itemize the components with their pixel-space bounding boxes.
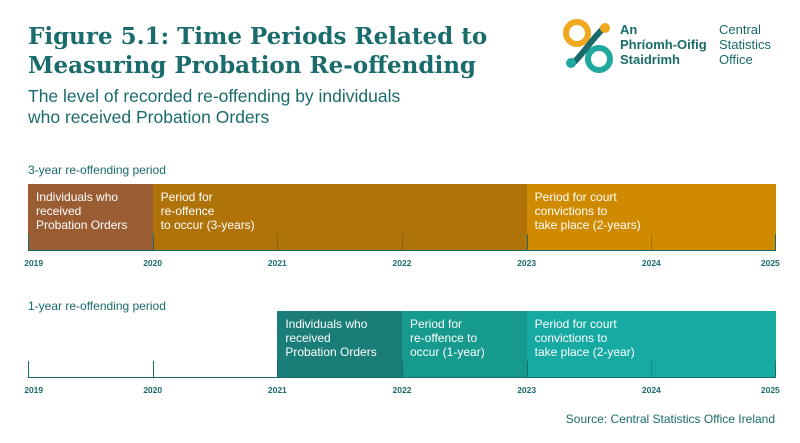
axis-year-label: 2019 (24, 258, 44, 268)
segment-text-line: Probation Orders (36, 218, 128, 232)
axis-year-label: 2023 (517, 258, 537, 268)
figure-subtitle: The level of recorded re-offending by in… (28, 86, 448, 128)
axis-year-label: 2025 (760, 385, 780, 395)
segment-text-line: convictions to (534, 331, 608, 345)
axis-tick (651, 361, 653, 377)
axis-year-label: 2020 (143, 258, 163, 268)
one-year-axis-line (28, 377, 776, 378)
one-year-segment-probation-orders: Individuals who received Probation Order… (277, 311, 402, 377)
subtitle-line-2: who received Probation Orders (28, 107, 270, 127)
axis-tick (651, 234, 653, 250)
axis-year-label: 2023 (517, 385, 537, 395)
logo-english-text: Central Statistics Office (719, 22, 771, 67)
axis-tick (402, 234, 403, 250)
axis-year-label: 2025 (760, 258, 780, 268)
title-line-2: Measuring Probation Re-offending (28, 52, 476, 79)
title-line-1: Figure 5.1: Time Periods Related to (28, 23, 488, 50)
logo-english-line-2: Statistics (719, 37, 772, 52)
axis-tick (152, 361, 154, 377)
axis-tick (402, 361, 403, 377)
axis-tick (775, 361, 776, 377)
figure-title: Figure 5.1: Time Periods Related to Meas… (28, 22, 528, 80)
three-year-segment-probation-orders: Individuals who received Probation Order… (28, 184, 153, 250)
segment-text-line: re-offence to (410, 331, 478, 345)
axis-year-label: 2022 (392, 258, 412, 268)
three-year-period-label: 3-year re-offending period (28, 163, 166, 177)
axis-year-label: 2019 (24, 385, 44, 395)
one-year-segment-reoffence-period: Period for re-offence to occur (1-year) (402, 311, 527, 377)
axis-year-label: 2024 (641, 258, 661, 268)
segment-text-line: Individuals who (36, 190, 119, 204)
axis-year-label: 2022 (392, 385, 412, 395)
logo-irish-line-1: An (620, 22, 638, 37)
axis-tick (28, 234, 29, 250)
three-year-segment-reoffence-period: Period for re-offence to occur (3-years) (152, 184, 527, 250)
segment-text-line: re-offence (160, 204, 215, 218)
axis-tick (775, 234, 776, 250)
axis-tick (28, 361, 29, 377)
segment-text-line: Individuals who (285, 317, 368, 331)
segment-text-line: Period for court (534, 190, 617, 204)
source-note: Source: Central Statistics Office Irelan… (565, 412, 775, 426)
axis-tick (152, 234, 154, 250)
logo-english-line-1: Central (719, 22, 761, 37)
segment-text-line: convictions to (534, 204, 608, 218)
segment-text-line: received (36, 204, 82, 218)
segment-text-line: Period for court (534, 317, 617, 331)
one-year-segment-court-convictions: Period for court convictions to take pla… (526, 311, 776, 377)
one-year-period-label: 1-year re-offending period (28, 299, 166, 313)
segment-text-line: to occur (3-years) (160, 218, 255, 232)
segment-text-line: Probation Orders (285, 345, 377, 359)
segment-text-line: Period for (410, 317, 463, 331)
axis-tick (526, 234, 528, 250)
one-year-timeline: Individuals who received Probation Order… (24, 311, 780, 401)
axis-year-label: 2020 (143, 385, 163, 395)
cso-logo-mark-icon (563, 19, 613, 73)
segment-text-line: Period for (160, 190, 213, 204)
logo-irish-line-3: Staidrimh (620, 52, 680, 67)
logo-english-line-3: Office (719, 52, 753, 67)
three-year-segment-court-convictions: Period for court convictions to take pla… (526, 184, 776, 250)
segment-text-line: take place (2-year) (534, 345, 635, 359)
segment-text-line: received (285, 331, 331, 345)
three-year-axis-line (28, 250, 776, 251)
segment-text-line: take place (2-years) (534, 218, 641, 232)
axis-tick (277, 234, 279, 250)
axis-year-label: 2024 (641, 385, 661, 395)
logo-irish-line-2: Phríomh-Oifig (620, 37, 707, 52)
three-year-timeline: Individuals who received Probation Order… (24, 184, 780, 274)
axis-tick (526, 361, 528, 377)
axis-year-label: 2021 (267, 258, 287, 268)
axis-year-label: 2021 (267, 385, 287, 395)
logo-irish-text: An Phríomh-Oifig Staidrimh (620, 22, 707, 67)
subtitle-line-1: The level of recorded re-offending by in… (28, 86, 401, 106)
cso-logo: An Phríomh-Oifig Staidrimh Central Stati… (562, 18, 792, 78)
segment-text-line: occur (1-year) (410, 345, 485, 359)
axis-tick (277, 361, 279, 377)
